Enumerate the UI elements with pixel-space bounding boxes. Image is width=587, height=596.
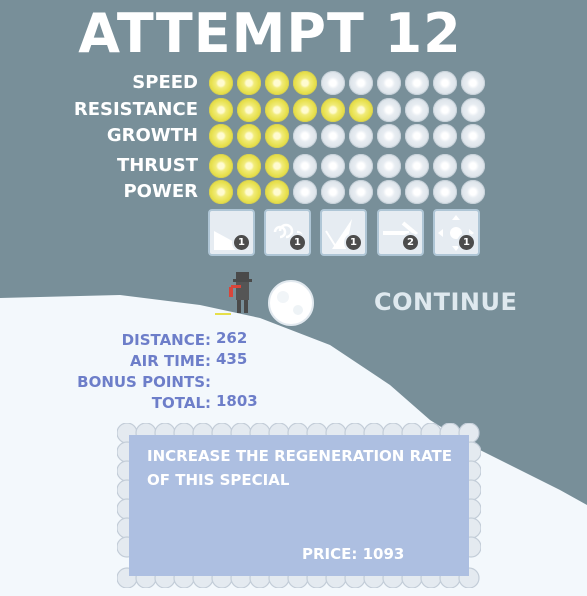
empty-snowflake-icon bbox=[377, 71, 401, 95]
empty-snowflake-icon bbox=[349, 180, 373, 204]
empty-snowflake-icon bbox=[405, 71, 429, 95]
empty-snowflake-icon bbox=[293, 180, 317, 204]
empty-snowflake-icon bbox=[433, 124, 457, 148]
special-level-badge: 2 bbox=[401, 233, 420, 252]
empty-snowflake-icon bbox=[405, 154, 429, 178]
special-description: INCREASE THE REGENERATION RATE OF THIS S… bbox=[147, 447, 453, 489]
attempt-title: ATTEMPT 12 bbox=[78, 2, 462, 65]
stat-label-resistance: RESISTANCE bbox=[73, 99, 198, 120]
filled-snowflake-icon bbox=[237, 180, 261, 204]
filled-snowflake-icon bbox=[209, 71, 233, 95]
filled-snowflake-icon bbox=[209, 154, 233, 178]
empty-snowflake-icon bbox=[377, 180, 401, 204]
bonus-points-label: BONUS POINTS: bbox=[77, 373, 211, 391]
empty-snowflake-icon bbox=[461, 180, 485, 204]
special-level-badge: 1 bbox=[232, 233, 251, 252]
empty-snowflake-icon bbox=[321, 180, 345, 204]
filled-snowflake-icon bbox=[293, 71, 317, 95]
player-character bbox=[215, 272, 252, 315]
stat-meter-thrust[interactable] bbox=[209, 154, 489, 178]
stat-label-growth: GROWTH bbox=[106, 125, 198, 146]
special-burst-button[interactable]: 1 bbox=[320, 209, 367, 256]
filled-snowflake-icon bbox=[237, 98, 261, 122]
empty-snowflake-icon bbox=[349, 154, 373, 178]
stat-meter-resistance[interactable] bbox=[209, 98, 489, 122]
snowball bbox=[268, 280, 314, 326]
empty-snowflake-icon bbox=[377, 154, 401, 178]
info-panel bbox=[117, 423, 481, 588]
filled-snowflake-icon bbox=[321, 98, 345, 122]
empty-snowflake-icon bbox=[405, 124, 429, 148]
stat-label-power: POWER bbox=[123, 181, 198, 202]
filled-snowflake-icon bbox=[265, 154, 289, 178]
empty-snowflake-icon bbox=[349, 124, 373, 148]
airtime-label: AIR TIME: bbox=[130, 352, 211, 370]
special-arrow-button[interactable]: 2 bbox=[377, 209, 424, 256]
empty-snowflake-icon bbox=[349, 71, 373, 95]
filled-snowflake-icon bbox=[265, 98, 289, 122]
stat-meter-power[interactable] bbox=[209, 180, 489, 204]
empty-snowflake-icon bbox=[321, 154, 345, 178]
empty-snowflake-icon bbox=[461, 124, 485, 148]
empty-snowflake-icon bbox=[405, 98, 429, 122]
empty-snowflake-icon bbox=[293, 154, 317, 178]
distance-value: 262 bbox=[216, 329, 248, 347]
total-value: 1803 bbox=[216, 392, 258, 410]
special-level-badge: 1 bbox=[288, 233, 307, 252]
filled-snowflake-icon bbox=[265, 71, 289, 95]
empty-snowflake-icon bbox=[433, 98, 457, 122]
special-level-badge: 1 bbox=[457, 233, 476, 252]
price-text: PRICE: 1093 bbox=[302, 545, 404, 563]
special-swirl-button[interactable]: 1 bbox=[264, 209, 311, 256]
stat-label-thrust: THRUST bbox=[116, 155, 198, 176]
empty-snowflake-icon bbox=[433, 154, 457, 178]
empty-snowflake-icon bbox=[461, 154, 485, 178]
filled-snowflake-icon bbox=[209, 180, 233, 204]
empty-snowflake-icon bbox=[433, 180, 457, 204]
stat-label-speed: SPEED bbox=[132, 72, 198, 93]
filled-snowflake-icon bbox=[349, 98, 373, 122]
empty-snowflake-icon bbox=[433, 71, 457, 95]
distance-label: DISTANCE: bbox=[121, 331, 211, 349]
empty-snowflake-icon bbox=[321, 71, 345, 95]
empty-snowflake-icon bbox=[461, 98, 485, 122]
stat-meter-growth[interactable] bbox=[209, 124, 489, 148]
filled-snowflake-icon bbox=[265, 124, 289, 148]
special-ramp-button[interactable]: 1 bbox=[208, 209, 255, 256]
stat-meter-speed[interactable] bbox=[209, 71, 489, 95]
empty-snowflake-icon bbox=[293, 124, 317, 148]
empty-snowflake-icon bbox=[405, 180, 429, 204]
filled-snowflake-icon bbox=[209, 98, 233, 122]
info-panel-body bbox=[129, 435, 469, 576]
special-expand-button[interactable]: 1 bbox=[433, 209, 480, 256]
empty-snowflake-icon bbox=[377, 124, 401, 148]
filled-snowflake-icon bbox=[209, 124, 233, 148]
filled-snowflake-icon bbox=[265, 180, 289, 204]
price-label: PRICE: bbox=[302, 545, 358, 563]
price-value: 1093 bbox=[362, 545, 405, 563]
continue-button[interactable]: CONTINUE bbox=[374, 288, 518, 316]
airtime-value: 435 bbox=[216, 350, 248, 368]
total-label: TOTAL: bbox=[151, 394, 211, 412]
special-level-badge: 1 bbox=[344, 233, 363, 252]
filled-snowflake-icon bbox=[293, 98, 317, 122]
empty-snowflake-icon bbox=[321, 124, 345, 148]
empty-snowflake-icon bbox=[461, 71, 485, 95]
filled-snowflake-icon bbox=[237, 71, 261, 95]
empty-snowflake-icon bbox=[377, 98, 401, 122]
filled-snowflake-icon bbox=[237, 154, 261, 178]
filled-snowflake-icon bbox=[237, 124, 261, 148]
